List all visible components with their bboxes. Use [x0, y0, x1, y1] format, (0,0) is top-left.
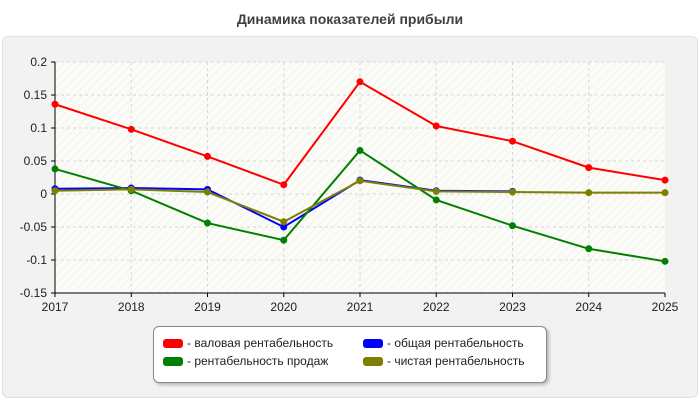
- data-point: [432, 187, 440, 195]
- legend-swatch-total: [363, 338, 383, 348]
- x-tick-label: 2025: [652, 300, 679, 314]
- data-point: [204, 152, 211, 160]
- y-tick-label: -0.05: [20, 220, 48, 234]
- x-tick-label: 2023: [499, 300, 526, 314]
- data-point: [661, 257, 669, 265]
- data-point: [585, 189, 593, 197]
- y-tick-label: 0.2: [30, 55, 47, 69]
- data-point: [432, 122, 440, 130]
- legend-item-sales: - рентабельность продаж: [163, 354, 328, 368]
- y-tick-label: 0: [40, 187, 47, 201]
- data-point: [127, 125, 135, 133]
- x-tick-label: 2019: [194, 300, 221, 314]
- data-point: [356, 177, 364, 185]
- data-point: [356, 78, 364, 86]
- data-point: [585, 164, 593, 172]
- series-group: [51, 78, 669, 265]
- legend-swatch-sales: [163, 356, 183, 366]
- y-tick-label: 0.15: [24, 88, 48, 102]
- data-point: [432, 196, 440, 204]
- y-tick-label: -0.1: [26, 253, 47, 267]
- data-point: [585, 245, 593, 253]
- data-point: [661, 189, 669, 197]
- legend-label-gross: - валовая рентабельность: [187, 336, 334, 350]
- y-tick-label: 0.1: [30, 121, 47, 135]
- series-3: [51, 177, 669, 226]
- x-tick-label: 2017: [42, 300, 69, 314]
- legend-item-net: - чистая рентабельность: [363, 354, 524, 368]
- data-point: [280, 218, 288, 226]
- y-tick-label: 0.05: [24, 154, 48, 168]
- legend-item-gross: - валовая рентабельность: [163, 336, 333, 350]
- axes: [51, 61, 666, 297]
- legend-label-sales: - рентабельность продаж: [187, 354, 329, 368]
- legend-swatch-gross: [163, 338, 183, 348]
- series-2: [51, 146, 669, 265]
- y-axis-labels: 0.2 0.15 0.1 0.05 0 -0.05 -0.1 -0.15: [20, 55, 48, 300]
- data-point: [127, 185, 135, 193]
- data-point: [280, 181, 288, 189]
- x-tick-label: 2021: [347, 300, 374, 314]
- x-tick-label: 2020: [270, 300, 297, 314]
- data-point: [280, 236, 288, 244]
- legend-item-total: - общая рентабельность: [363, 336, 524, 350]
- data-point: [51, 100, 59, 108]
- data-point: [204, 188, 211, 196]
- chart-title: Динамика показателей прибыли: [236, 11, 464, 27]
- x-tick-label: 2022: [423, 300, 450, 314]
- legend-swatch-net: [363, 356, 383, 366]
- x-axis-labels: 2017 2018 2019 2020 2021 2022 2023 2024 2025: [42, 300, 679, 314]
- data-point: [51, 165, 59, 173]
- x-tick-label: 2018: [118, 300, 145, 314]
- legend: - валовая рентабельность - общая рентабе…: [153, 326, 547, 383]
- series-0: [51, 78, 669, 189]
- legend-label-net: - чистая рентабельность: [387, 354, 525, 368]
- x-tick-label: 2024: [575, 300, 602, 314]
- data-point: [509, 222, 516, 230]
- data-point: [204, 219, 211, 227]
- data-point: [356, 146, 364, 154]
- legend-label-total: - общая рентабельность: [387, 336, 524, 350]
- data-point: [509, 188, 516, 196]
- y-tick-label: -0.15: [20, 286, 48, 300]
- data-point: [280, 223, 288, 231]
- data-point: [51, 187, 59, 195]
- data-point: [509, 137, 516, 145]
- data-point: [661, 176, 669, 184]
